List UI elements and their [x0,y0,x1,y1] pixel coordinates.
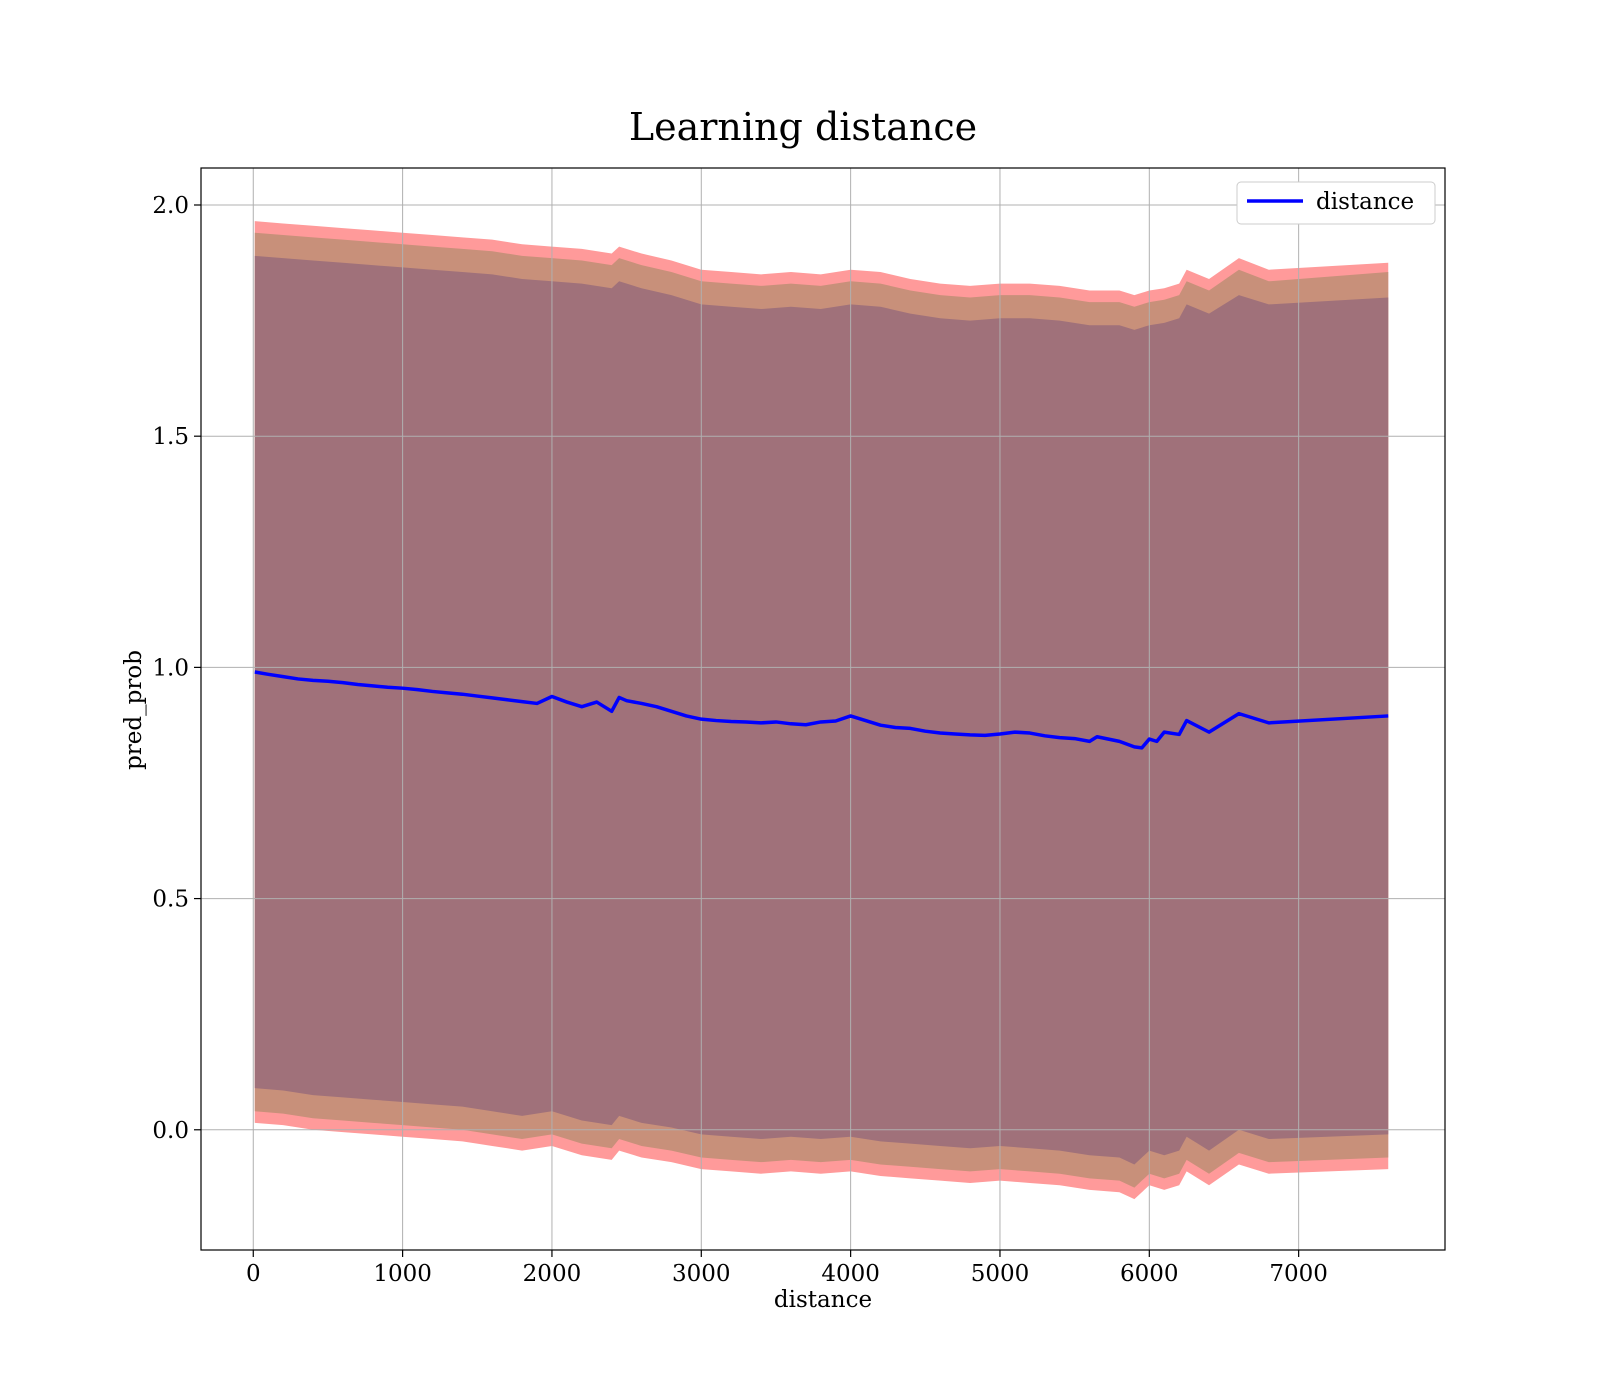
x-tick-label-1: 1000 [373,1261,432,1287]
legend: distance [1236,181,1436,225]
band-3 [254,255,1389,1165]
series-line-1 [254,670,1389,750]
y-tick-label-2: 1.0 [152,655,189,681]
y-axis-label: pred_prob [121,650,147,770]
grid [201,168,1445,1250]
y-tick-label-4: 2.0 [152,193,189,219]
y-tick-label-0: 0.0 [152,1118,189,1144]
legend-entry-label: distance [1316,189,1414,215]
plot-frame [200,167,1446,1251]
confidence-bands [254,221,1389,1200]
legend-box [1236,181,1436,225]
x-tick-label-4: 4000 [821,1261,880,1287]
y-axis-ticks: 0.0 0.5 1.0 1.5 2.0 [152,193,201,1144]
x-axis-ticks: 0 1000 2000 3000 4000 5000 6000 7000 [246,1250,1328,1287]
x-tick-label-3: 3000 [672,1261,731,1287]
y-tick-label-3: 1.5 [152,424,189,450]
x-tick-label-0: 0 [246,1261,261,1287]
x-tick-label-2: 2000 [523,1261,582,1287]
series-lines [254,670,1389,750]
x-axis-label: distance [774,1287,872,1313]
x-tick-label-5: 5000 [971,1261,1030,1287]
y-tick-label-1: 0.5 [152,887,189,913]
x-tick-label-6: 6000 [1120,1261,1179,1287]
plot-area [200,167,1446,1251]
chart-title: Learning distance [629,105,977,149]
x-tick-label-7: 7000 [1269,1261,1328,1287]
